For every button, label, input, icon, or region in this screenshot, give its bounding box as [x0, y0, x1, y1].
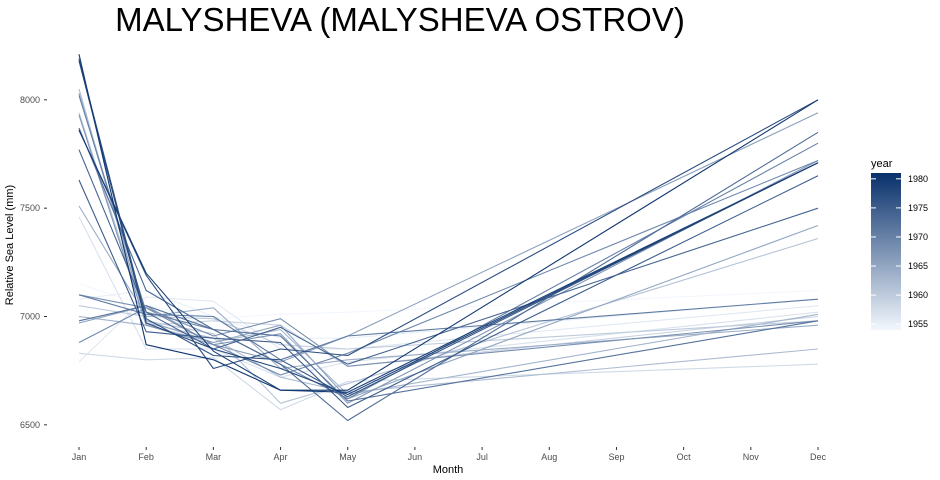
legend-tick-label: 1960: [908, 290, 928, 300]
series-line-1954: [78, 283, 819, 320]
series-line-1973: [78, 127, 819, 422]
series-line-1980: [78, 54, 819, 391]
legend-colorbar: [871, 173, 901, 330]
x-tick-label: Feb: [138, 452, 154, 462]
series-line-1979: [78, 129, 819, 393]
axes: Jan Feb Mar Apr May Jun Jul Aug Sep Oct Nov Dec 6500…: [20, 95, 827, 462]
legend-title: year: [871, 158, 893, 170]
series-line-1974: [78, 149, 819, 365]
x-tick-label: Dec: [810, 452, 827, 462]
y-tick-label: 7000: [20, 312, 40, 322]
legend-tick-label: 1965: [908, 261, 928, 271]
x-axis-title: Month: [433, 464, 464, 476]
series-line-1972: [78, 305, 819, 402]
x-tick-label: Nov: [743, 452, 760, 462]
color-legend: year 1955 1960 1965 1970 1975 1980: [871, 158, 928, 330]
x-tick-label: Mar: [206, 452, 222, 462]
series-line-1970: [78, 95, 819, 400]
series-line-1963: [78, 313, 819, 396]
y-tick-label: 7500: [20, 203, 40, 213]
legend-tick-label: 1980: [908, 174, 928, 184]
series-line-1967: [78, 114, 819, 404]
legend-tick-label: 1975: [908, 203, 928, 213]
x-tick-label: Jun: [408, 452, 423, 462]
series-line-1965: [78, 93, 819, 400]
x-tick-label: Oct: [677, 452, 692, 462]
legend-tick-label: 1970: [908, 232, 928, 242]
x-tick-label: May: [339, 452, 357, 462]
x-tick-label: Sep: [608, 452, 624, 462]
series-line-1960: [78, 305, 819, 350]
x-tick-label: Jul: [476, 452, 488, 462]
legend-ticks: 1955 1960 1965 1970 1975 1980: [871, 174, 928, 329]
y-tick-label: 6500: [20, 420, 40, 430]
series-line-1969: [78, 159, 819, 376]
series-lines: [78, 54, 819, 422]
chart-title: MALYSHEVA (MALYSHEVA OSTROV): [115, 1, 685, 38]
x-tick-label: Aug: [541, 452, 557, 462]
legend-tick-label: 1955: [908, 319, 928, 329]
y-tick-label: 8000: [20, 95, 40, 105]
y-axis-title: Relative Sea Level (mm): [4, 185, 16, 305]
x-tick-label: Jan: [72, 452, 87, 462]
x-tick-label: Apr: [274, 452, 288, 462]
series-line-1975: [78, 175, 819, 409]
series-line-1976: [78, 58, 819, 398]
series-line-1958: [78, 352, 819, 411]
series-line-1978: [78, 60, 819, 396]
